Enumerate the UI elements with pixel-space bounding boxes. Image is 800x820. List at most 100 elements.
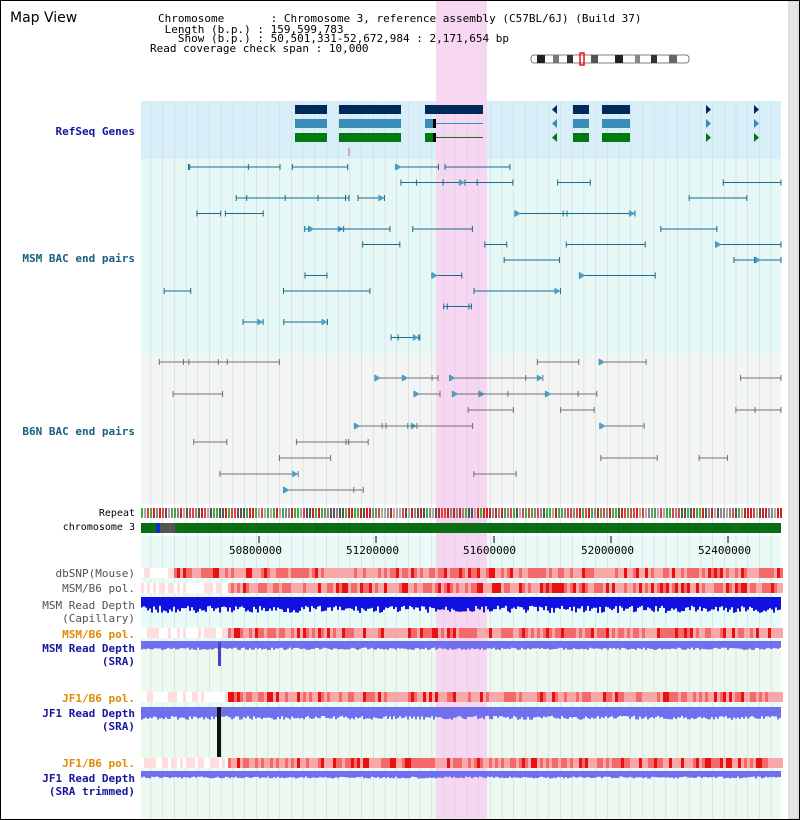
refseq-genes-label[interactable]: RefSeq Genes [55,125,135,138]
msm-b6-pol-sra-label[interactable]: MSM/B6 pol. [62,628,135,641]
depth-bar [537,771,539,779]
depth-bar [255,597,257,610]
repeat-mark [549,508,551,518]
dbsnp-label[interactable]: dbSNP(Mouse) [55,567,135,580]
heat-cell [285,692,288,702]
depth-bar [277,597,279,608]
depth-bar [305,707,307,718]
depth-bar [223,771,225,778]
heat-cell [513,628,516,638]
label-line: MSM Read Depth [42,642,135,655]
heat-cell [402,568,405,578]
depth-bar [321,771,323,778]
heat-cell [204,628,207,638]
depth-bar [613,641,615,648]
msm-bac-label[interactable]: MSM BAC end pairs [22,252,135,265]
depth-bar [235,707,237,717]
depth-bar [337,597,339,610]
heat-cell [585,568,588,578]
depth-bar [447,641,449,650]
depth-bar [197,707,199,719]
jf1-read-depth-trimmed-label[interactable]: JF1 Read Depth (SRA trimmed) [42,772,135,798]
repeat-mark [420,508,422,518]
heat-cell [663,628,666,638]
depth-bar [733,771,735,778]
heat-cell [486,692,489,702]
heat-cell [348,583,351,593]
depth-bar [375,597,377,611]
heat-cell [648,583,651,593]
heat-cell [231,692,234,702]
repeat-mark [150,508,152,518]
depth-bar [157,771,159,777]
heat-cell [141,758,144,768]
msm-read-depth-sra-label[interactable]: MSM Read Depth (SRA) [42,642,135,668]
heat-cell [444,568,447,578]
heat-cell [198,628,201,638]
heat-cell [474,568,477,578]
heat-cell [300,692,303,702]
b6n-bac-label[interactable]: B6N BAC end pairs [22,425,135,438]
repeat-mark [381,508,383,518]
heat-cell [429,692,432,702]
heat-cell [372,583,375,593]
depth-bar [503,707,505,718]
heat-cell [162,628,165,638]
heat-cell [498,628,501,638]
heat-cell [285,628,288,638]
depth-bar [405,597,407,610]
heat-cell [756,692,759,702]
heat-cell [285,568,288,578]
heat-cell [339,758,342,768]
heat-cell [765,568,768,578]
depth-bar [213,707,215,720]
heat-cell [327,628,330,638]
heat-cell [285,583,288,593]
depth-bar [307,771,309,778]
heat-cell [534,628,537,638]
depth-bar [443,771,445,778]
depth-bar [511,707,513,719]
depth-bar [385,641,387,650]
depth-bar [549,597,551,613]
heat-cell [228,583,231,593]
jf1-b6-pol-trimmed-label[interactable]: JF1/B6 pol. [62,757,135,770]
heat-cell [186,758,189,768]
heat-cell [555,692,558,702]
depth-bar [231,597,233,613]
heat-cell [453,628,456,638]
depth-bar [337,707,339,718]
msm-b6-pol-label[interactable]: MSM/B6 pol. [62,582,135,595]
heat-cell [630,628,633,638]
depth-bar [653,771,655,777]
depth-bar [275,707,277,720]
heat-cell [555,628,558,638]
depth-bar [637,707,639,720]
depth-bar [537,707,539,717]
depth-bar [207,707,209,719]
heat-cell [504,583,507,593]
depth-bar [523,771,525,778]
msm-read-depth-capillary-label[interactable]: MSM Read Depth (Capillary) [42,599,135,625]
repeat-mark [693,508,695,518]
jf1-read-depth-sra-label[interactable]: JF1 Read Depth (SRA) [42,707,135,733]
heat-cell [258,583,261,593]
depth-bar [239,641,241,650]
heat-cell [222,758,225,768]
depth-bar [335,771,337,778]
jf1-b6-pol-label[interactable]: JF1/B6 pol. [62,692,135,705]
depth-bar [693,771,695,778]
depth-bar [681,597,683,611]
depth-bar [405,771,407,779]
heat-cell [144,692,147,702]
repeat-mark [234,508,236,518]
gene-arrow [706,133,711,142]
heat-cell [300,568,303,578]
heat-cell [384,628,387,638]
heat-cell [639,758,642,768]
depth-bar [671,771,673,778]
depth-bar [597,707,599,717]
depth-bar [371,597,373,608]
depth-bar [169,597,171,610]
depth-bar [631,641,633,649]
